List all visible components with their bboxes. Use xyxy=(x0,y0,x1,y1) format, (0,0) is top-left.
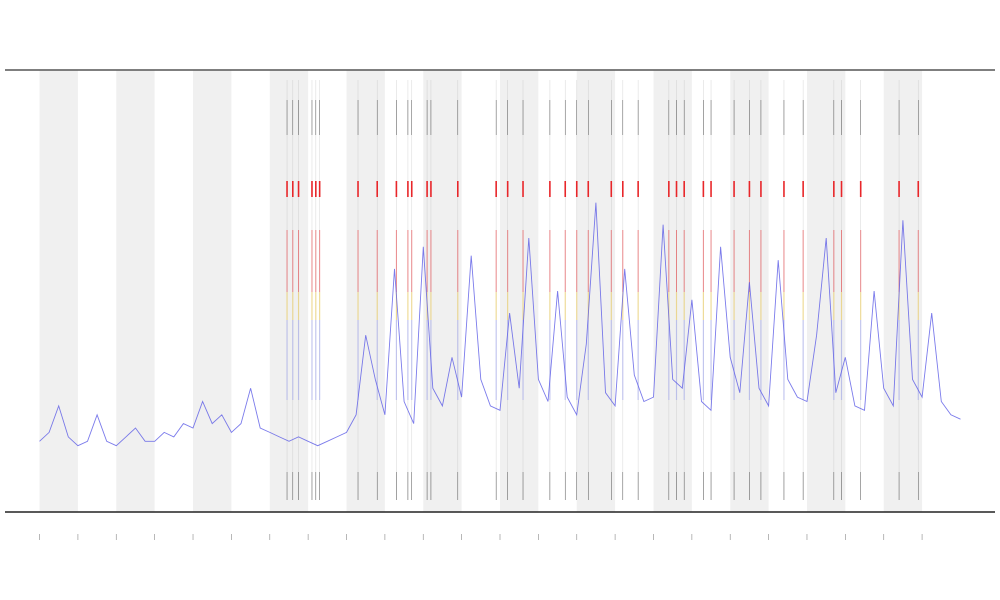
shaded-band xyxy=(883,70,923,512)
shaded-band xyxy=(193,70,232,512)
shaded-band xyxy=(423,70,462,512)
shaded-band xyxy=(269,70,309,512)
shaded-band xyxy=(576,70,616,512)
shaded-band xyxy=(653,70,692,512)
shaded-band xyxy=(39,70,78,512)
shaded-band xyxy=(806,70,846,512)
series-line xyxy=(39,202,961,447)
plot xyxy=(39,70,961,540)
shaded-band xyxy=(346,70,385,512)
shaded-band xyxy=(116,70,155,512)
